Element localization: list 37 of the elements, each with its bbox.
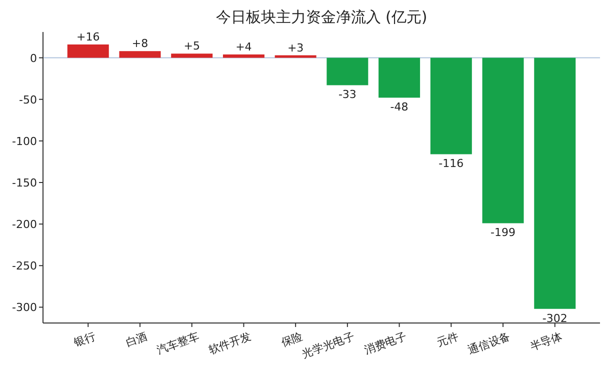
bar <box>119 51 161 58</box>
bar <box>378 58 420 98</box>
bar <box>67 44 109 58</box>
bar <box>274 55 316 58</box>
data-label: +5 <box>184 40 200 53</box>
bar <box>430 58 472 154</box>
data-label: +4 <box>236 40 252 54</box>
x-tick-label: 汽车整车 <box>155 330 201 357</box>
data-label: -199 <box>490 226 516 240</box>
x-tick-label: 半导体 <box>528 330 564 354</box>
x-tick-label: 通信设备 <box>466 330 512 357</box>
data-label: -302 <box>542 312 568 325</box>
x-tick-label: 元件 <box>435 330 460 350</box>
x-tick-label: 白酒 <box>124 330 150 350</box>
data-label: -116 <box>438 157 464 170</box>
data-label: +8 <box>132 37 148 50</box>
y-tick-label: -250 <box>12 260 37 273</box>
bar <box>171 54 213 58</box>
data-label: -48 <box>390 100 408 114</box>
y-tick-label: -100 <box>12 134 37 148</box>
bar <box>482 58 524 224</box>
data-label: +16 <box>76 30 100 44</box>
data-label: +3 <box>287 41 304 54</box>
x-tick-label: 保险 <box>279 330 305 350</box>
data-label: -33 <box>338 88 356 102</box>
x-tick-label: 银行 <box>71 330 98 350</box>
y-tick-label: -200 <box>12 218 37 232</box>
x-tick-label: 软件开发 <box>206 330 253 357</box>
y-tick-label: -150 <box>12 176 37 190</box>
bar <box>222 54 264 58</box>
chart-title: 今日板块主力资金净流入 (亿元) <box>216 8 428 26</box>
y-tick-label: 0 <box>30 52 37 65</box>
y-tick-label: -50 <box>19 93 37 106</box>
bar <box>326 58 368 86</box>
bar <box>534 58 576 309</box>
y-tick-label: -300 <box>12 301 37 314</box>
x-tick-label: 消费电子 <box>362 330 408 357</box>
